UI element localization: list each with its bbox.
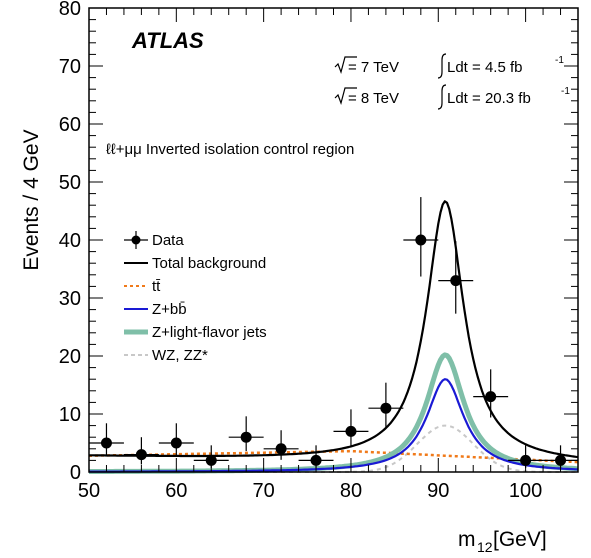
data-point (298, 445, 334, 468)
data-marker (135, 449, 147, 461)
legend-entry: Data (124, 231, 184, 249)
y-tick-label: 10 (59, 404, 81, 426)
legend-entry: Total background (124, 255, 266, 272)
y-tick-label: 50 (59, 172, 81, 194)
data-marker (555, 454, 567, 466)
legend-label: Total background (152, 255, 266, 272)
data-marker (275, 443, 287, 455)
y-tick-label: 60 (59, 114, 81, 136)
lumi-exponent-1: -1 (555, 55, 564, 66)
data-points (89, 197, 578, 468)
y-axis-title: Events / 4 GeV (20, 129, 43, 270)
lumi-value-2: Ldt = 20.3 fb (447, 90, 531, 107)
integral-sign-1 (437, 53, 447, 79)
data-point (403, 197, 439, 277)
data-marker (170, 437, 182, 449)
lumi-value-1: Ldt = 4.5 fb (447, 59, 522, 76)
data-point (193, 445, 229, 468)
data-marker (240, 431, 252, 443)
y-tick-label: 80 (59, 0, 81, 20)
data-marker (100, 437, 112, 449)
legend-swatch-marker (131, 235, 141, 245)
data-marker (485, 391, 497, 403)
lumi-exponent-2: -1 (561, 86, 570, 97)
legend-label: Z+light-flavor jets (152, 324, 267, 341)
y-tick-label: 30 (59, 288, 81, 310)
x-tick-label: 100 (509, 480, 542, 502)
legend-entry: tt̄ (124, 278, 161, 295)
x-tick-label: 60 (165, 480, 187, 502)
data-marker (310, 454, 322, 466)
data-point (89, 423, 124, 456)
data-marker (345, 425, 357, 437)
data-marker (450, 275, 462, 287)
data-point (368, 382, 404, 428)
energy-value-2: = 8 TeV (348, 90, 399, 107)
x-tick-label: 80 (340, 480, 362, 502)
data-marker (205, 454, 217, 466)
data-point (438, 241, 474, 314)
legend-label: Data (152, 232, 184, 249)
data-point (123, 437, 159, 465)
total-background-curve (89, 200, 579, 459)
x-tick-label: 90 (427, 480, 449, 502)
data-point (263, 430, 299, 460)
energy-line-1: = 7 TeV Ldt = 4.5 fb -1 (334, 53, 564, 79)
data-point (333, 409, 369, 447)
legend-label: Z+bb̄ (152, 301, 187, 318)
y-tick-label: 70 (59, 56, 81, 78)
region-label: ℓℓ+μμ Inverted isolation control region (106, 141, 354, 158)
legend-label: WZ, ZZ* (152, 347, 208, 364)
sqrt-sign-1 (334, 56, 357, 74)
y-tick-label: 20 (59, 346, 81, 368)
x-axis-title: m 12 [GeV] (458, 528, 547, 555)
sqrt-sign-2 (334, 87, 357, 105)
y-tick-label: 40 (59, 230, 81, 252)
legend-entry: Z+light-flavor jets (124, 324, 267, 341)
legend: Data Total background tt̄ Z+bb̄ Z+light-flav… (124, 231, 267, 364)
data-point (228, 416, 264, 452)
data-marker (415, 234, 427, 246)
energy-value-1: = 7 TeV (348, 59, 399, 76)
x-axis-title-subscript: 12 (477, 539, 493, 555)
y-tick-label: 0 (70, 462, 81, 484)
axis-ticks: 50 60 70 80 90 100 0 10 20 30 40 50 60 70 80 (59, 0, 579, 502)
energy-line-2: = 8 TeV Ldt = 20.3 fb -1 (334, 84, 570, 110)
legend-entry: Z+bb̄ (124, 301, 187, 318)
data-point (473, 369, 509, 418)
x-tick-label: 70 (253, 480, 275, 502)
legend-entry: WZ, ZZ* (124, 347, 208, 364)
x-axis-title-main: m (458, 528, 476, 551)
integral-sign-2 (437, 84, 447, 110)
x-tick-label: 50 (78, 480, 100, 502)
x-axis-title-unit: [GeV] (493, 528, 547, 551)
data-marker (380, 402, 392, 414)
data-point (158, 423, 194, 456)
legend-label: tt̄ (152, 278, 161, 295)
atlas-label: ATLAS (131, 28, 204, 53)
